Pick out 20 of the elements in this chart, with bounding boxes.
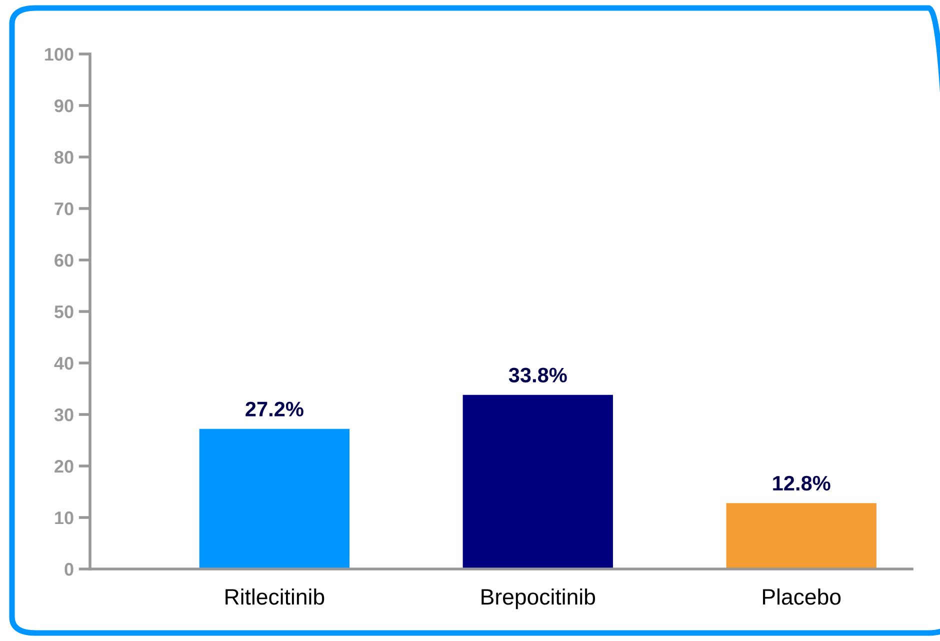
- y-tick-label: 70: [54, 202, 74, 216]
- y-tick-label: 10: [55, 511, 74, 524]
- data-label: 33.8%: [508, 368, 567, 383]
- bar: [199, 428, 350, 569]
- y-tick-label: 30: [54, 408, 74, 422]
- data-label: 27.2%: [246, 402, 304, 416]
- x-tick-label: Ritlecitinib: [226, 588, 324, 605]
- y-tick-label: 50: [54, 305, 74, 318]
- y-tick-label: 0: [64, 562, 74, 576]
- x-tick-label: Placebo: [763, 588, 841, 605]
- data-label: 12.8%: [773, 476, 830, 491]
- bar: [462, 394, 613, 569]
- y-tick-label: 60: [54, 254, 74, 267]
- y-tick-label: 20: [54, 460, 74, 473]
- y-tick-label: 100: [45, 48, 74, 61]
- y-tick-label: 80: [54, 150, 74, 164]
- bar: [726, 503, 876, 569]
- x-tick-label: Brepocitinib: [482, 588, 596, 610]
- y-tick-label: 40: [54, 356, 74, 370]
- y-tick-label: 90: [54, 99, 74, 112]
